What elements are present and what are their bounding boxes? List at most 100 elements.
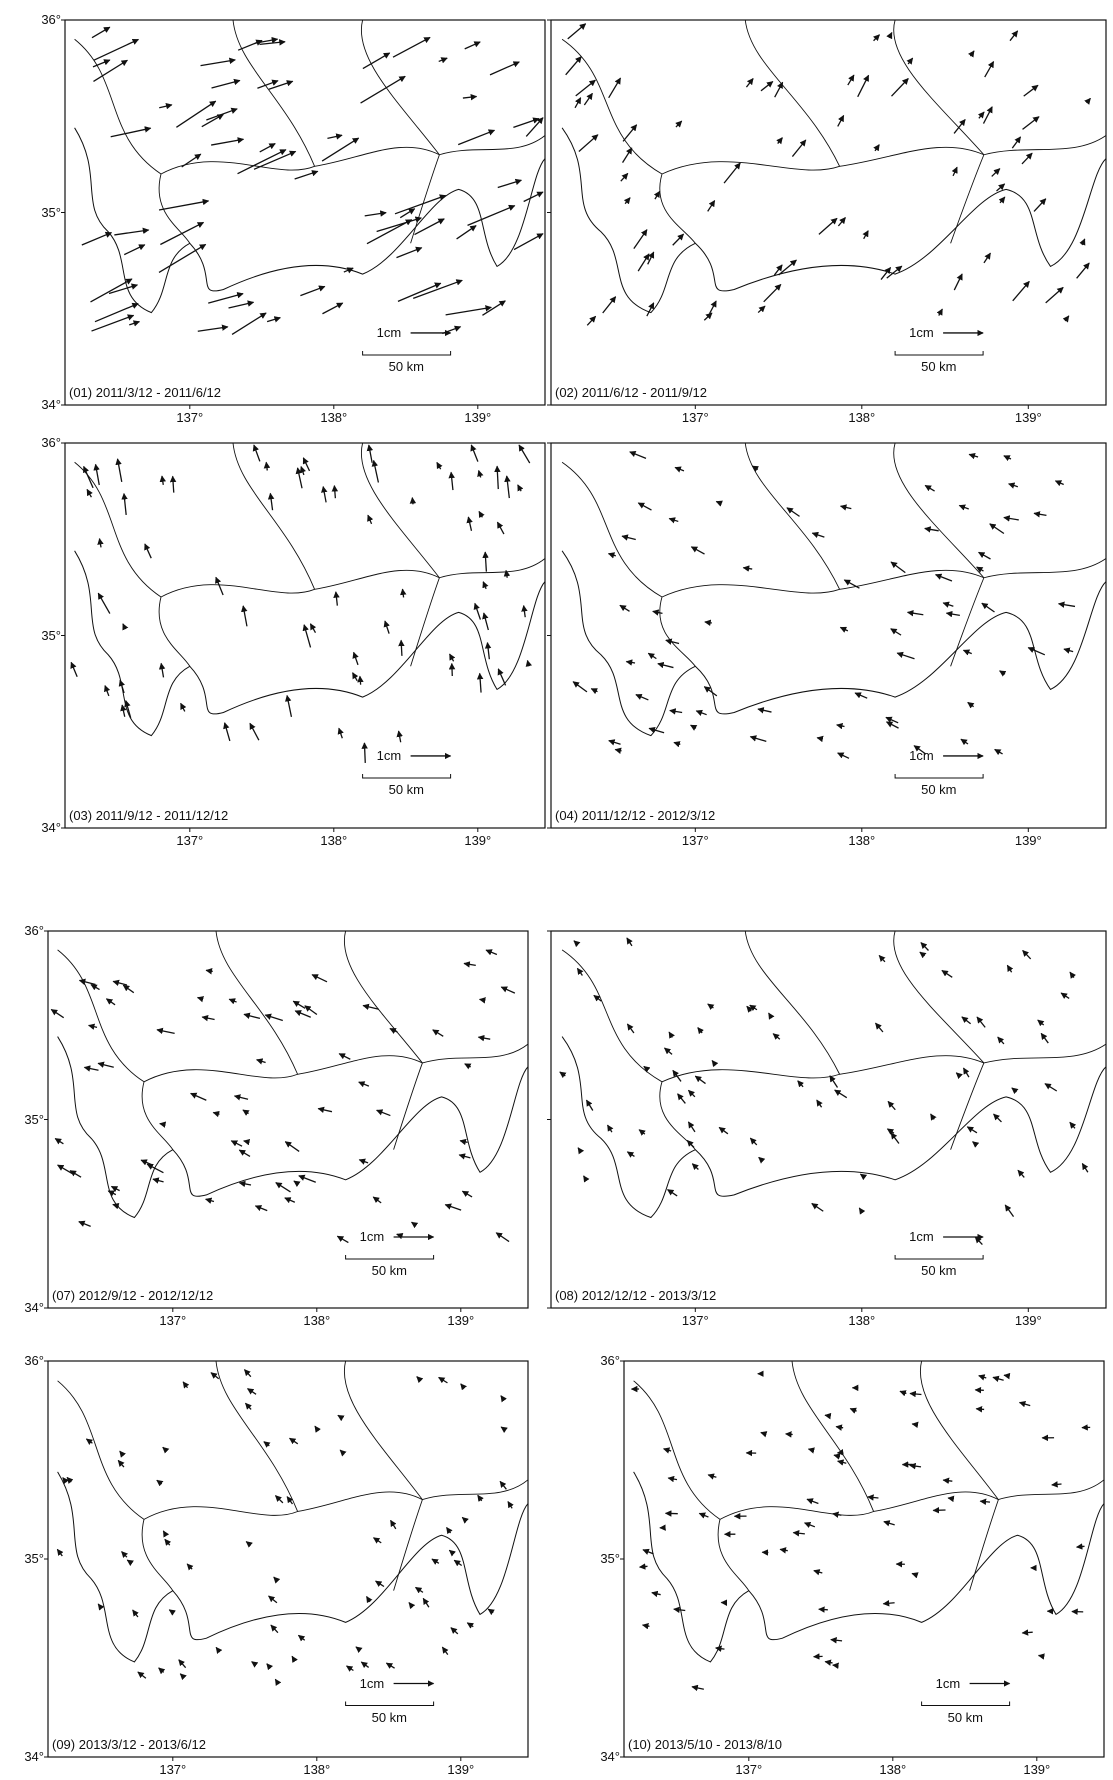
displacement-vector [578, 134, 599, 153]
map-svg [547, 442, 1107, 832]
displacement-vector [978, 551, 991, 560]
displacement-vector [482, 551, 489, 572]
displacement-vector [333, 591, 340, 606]
displacement-vector [906, 57, 914, 65]
displacement-vector [201, 1014, 215, 1022]
displacement-vector [1011, 136, 1022, 149]
displacement-vector [197, 324, 229, 332]
displacement-vector [1006, 964, 1014, 973]
displacement-vector [896, 651, 915, 660]
displacement-vector [859, 1173, 868, 1181]
displacement-vector [268, 80, 294, 90]
displacement-vector [285, 694, 293, 718]
displacement-vector [253, 150, 297, 170]
displacement-vector [284, 1141, 300, 1152]
displacement-vector [180, 702, 187, 712]
displacement-vector [57, 1164, 73, 1175]
displacement-vector [336, 1235, 349, 1244]
displacement-vector [976, 566, 984, 573]
displacement-vector [674, 466, 685, 473]
displacement-vector [497, 668, 507, 686]
displacement-vector [463, 961, 476, 968]
scale-vector-label: 1cm [359, 1228, 385, 1244]
displacement-vector [83, 465, 94, 489]
prefecture-border [158, 173, 191, 244]
displacement-vector [792, 1530, 805, 1537]
displacement-vector [778, 259, 797, 276]
displacement-vector [992, 1375, 1004, 1383]
displacement-vector [108, 283, 139, 295]
displacement-vector [1051, 1481, 1062, 1488]
lat-label-34: 34° [41, 397, 61, 412]
displacement-vector [158, 1667, 166, 1675]
lat-label-35: 35° [600, 1551, 620, 1566]
displacement-vector [911, 1421, 919, 1429]
displacement-vector [899, 1390, 907, 1397]
displacement-vector [891, 78, 909, 97]
displacement-vector [160, 221, 205, 246]
lon-label-138: 138° [303, 1762, 331, 1777]
displacement-vector [394, 194, 447, 215]
prefecture-border [393, 1062, 423, 1150]
displacement-vector [375, 1580, 385, 1588]
displacement-vector [834, 1089, 848, 1099]
displacement-vector [982, 106, 993, 124]
displacement-vector [289, 1437, 299, 1445]
displacement-vector [499, 1480, 507, 1490]
displacement-vector [711, 1060, 719, 1068]
displacement-vector [467, 204, 516, 226]
prefecture-border [561, 38, 840, 175]
scale-bar [362, 350, 452, 356]
displacement-vector [772, 1033, 781, 1040]
displacement-vector [364, 210, 387, 217]
scale-bar [894, 350, 984, 356]
displacement-vector [355, 1646, 363, 1654]
scale-bar [894, 773, 984, 779]
displacement-vector [1084, 97, 1091, 105]
displacement-vector [962, 649, 972, 656]
scale-vector-label: 1cm [376, 324, 402, 340]
displacement-vector [107, 1190, 117, 1197]
displacement-vector [953, 118, 966, 134]
displacement-vector [140, 1159, 154, 1166]
displacement-vector [979, 1498, 991, 1505]
displacement-vector [760, 80, 774, 92]
map-panel-02: 137° 138° 139° (02) 2011/6/12 - 2011/9/12 1c… [547, 0, 1113, 424]
displacement-vector [372, 1196, 382, 1204]
displacement-vector [749, 735, 767, 743]
displacement-vector [653, 190, 661, 200]
displacement-vector [124, 700, 132, 719]
displacement-vector [991, 168, 1001, 177]
displacement-vector [478, 997, 486, 1004]
displacement-vector [890, 561, 906, 574]
displacement-vector [66, 1476, 74, 1484]
displacement-vector [849, 1407, 857, 1414]
displacement-vector [586, 315, 597, 326]
displacement-vector [458, 1153, 471, 1160]
displacement-vector [576, 967, 584, 976]
displacement-vector [182, 1381, 190, 1389]
displacement-vector [484, 641, 492, 660]
lon-label-137: 137° [681, 833, 709, 848]
displacement-vector [263, 1441, 271, 1448]
lon-label-139: 139° [1014, 1313, 1042, 1328]
displacement-vector [811, 1202, 824, 1212]
displacement-vector [422, 1597, 430, 1608]
displacement-vector [500, 986, 516, 994]
displacement-vector [291, 1655, 298, 1663]
displacement-vector [372, 1537, 382, 1544]
scale-vector-label: 1cm [909, 324, 934, 340]
displacement-vector [462, 93, 478, 101]
lon-label-138: 138° [320, 833, 348, 848]
displacement-vector [367, 514, 374, 525]
displacement-vector [485, 949, 498, 956]
displacement-vector [376, 1109, 391, 1117]
displacement-vector [757, 305, 766, 314]
displacement-vector [835, 1424, 844, 1431]
displacement-vector [718, 1126, 729, 1135]
displacement-vector [346, 1665, 354, 1672]
lon-label-137: 137° [159, 1313, 187, 1328]
displacement-vector [118, 679, 125, 694]
lon-label-138: 138° [879, 1762, 907, 1777]
displacement-vector [608, 739, 621, 746]
